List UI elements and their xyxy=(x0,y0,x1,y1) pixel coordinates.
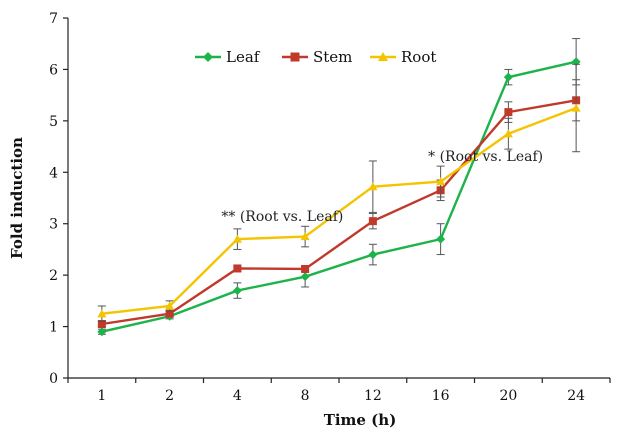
y-tick-label: 4 xyxy=(49,165,58,181)
data-point-root xyxy=(97,309,107,318)
data-point-root xyxy=(571,103,581,112)
plot-area xyxy=(97,38,581,337)
legend-marker-stem xyxy=(290,52,300,62)
y-tick-label: 3 xyxy=(49,217,58,233)
x-tick-label: 1 xyxy=(97,388,106,404)
y-tick-label: 2 xyxy=(49,268,58,284)
series-line-root xyxy=(101,106,577,315)
data-point-stem xyxy=(233,264,242,273)
legend-label-root: Root xyxy=(401,48,436,66)
y-tick-label: 0 xyxy=(49,371,58,387)
series-line-stem xyxy=(101,99,577,326)
legend: Leaf Stem Root xyxy=(195,48,436,66)
data-point-root xyxy=(436,177,446,186)
data-point-root xyxy=(300,232,310,241)
series-line-leaf xyxy=(101,60,577,333)
x-tick-label: 16 xyxy=(432,388,450,404)
legend-marker-root xyxy=(378,52,388,61)
x-tick-label: 20 xyxy=(499,388,517,404)
data-point-leaf xyxy=(503,72,513,82)
y-axis-title: Fold induction xyxy=(8,137,26,259)
significance-annotation: * (Root vs. Leaf) xyxy=(428,149,543,165)
y-tick-label: 1 xyxy=(49,320,58,336)
y-tick-label: 6 xyxy=(49,62,58,78)
x-tick-label: 8 xyxy=(301,388,310,404)
legend-item-leaf: Leaf xyxy=(195,48,261,66)
significance-annotation: ** (Root vs. Leaf) xyxy=(221,209,343,225)
x-tick-label: 24 xyxy=(567,388,585,404)
data-point-root xyxy=(165,301,175,310)
y-tick-label: 7 xyxy=(49,11,58,27)
annotations: ** (Root vs. Leaf) * (Root vs. Leaf) xyxy=(221,149,543,225)
data-point-stem xyxy=(165,309,174,318)
series-root xyxy=(97,63,581,322)
x-tick-label: 12 xyxy=(364,388,382,404)
x-axis-title: Time (h) xyxy=(324,411,397,429)
legend-label-leaf: Leaf xyxy=(226,48,261,66)
series-leaf xyxy=(97,38,581,337)
data-point-leaf xyxy=(368,250,378,260)
data-point-root xyxy=(232,234,242,243)
series-stem xyxy=(97,79,581,328)
x-tick-label: 2 xyxy=(165,388,174,404)
data-point-stem xyxy=(97,320,106,328)
data-point-leaf xyxy=(436,234,446,244)
legend-item-root: Root xyxy=(370,48,436,66)
legend-marker-leaf xyxy=(203,52,213,62)
data-point-leaf xyxy=(232,286,242,296)
data-point-stem xyxy=(368,217,377,226)
x-tick-label: 4 xyxy=(233,388,242,404)
data-point-root xyxy=(503,129,513,138)
legend-label-stem: Stem xyxy=(313,48,352,66)
data-point-stem xyxy=(301,264,310,273)
y-tick-label: 5 xyxy=(49,114,58,130)
data-point-stem xyxy=(504,108,513,117)
data-point-leaf xyxy=(300,272,310,282)
legend-item-stem: Stem xyxy=(282,48,352,66)
data-point-root xyxy=(368,182,378,191)
data-point-leaf xyxy=(97,327,107,337)
